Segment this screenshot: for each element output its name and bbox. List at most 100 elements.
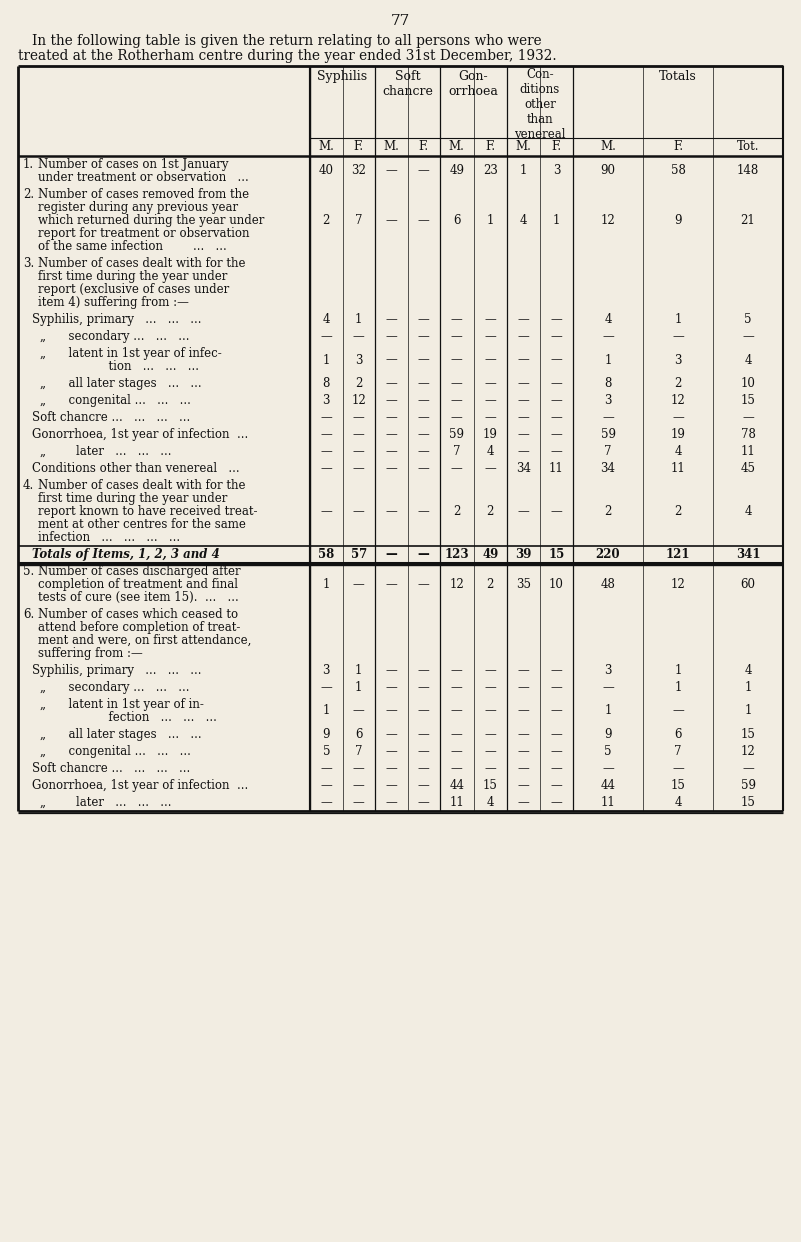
Text: 21: 21: [741, 214, 755, 227]
Text: 2.: 2.: [23, 188, 34, 201]
Text: —: —: [385, 578, 397, 591]
Text: —: —: [320, 462, 332, 474]
Text: —: —: [320, 330, 332, 343]
Text: —: —: [418, 462, 429, 474]
Text: 9: 9: [323, 728, 330, 741]
Text: 15: 15: [741, 394, 755, 407]
Text: —: —: [485, 354, 496, 366]
Text: 1: 1: [674, 664, 682, 677]
Text: Number of cases dealt with for the: Number of cases dealt with for the: [38, 257, 245, 270]
Text: —: —: [517, 428, 529, 441]
Text: —: —: [418, 704, 429, 718]
Text: M.: M.: [318, 140, 334, 153]
Text: —: —: [418, 428, 429, 441]
Text: 7: 7: [604, 445, 612, 458]
Text: —: —: [485, 681, 496, 694]
Text: Syphilis, primary   ...   ...   ...: Syphilis, primary ... ... ...: [32, 664, 202, 677]
Text: —: —: [451, 763, 463, 775]
Text: —: —: [418, 313, 429, 325]
Text: 12: 12: [449, 578, 464, 591]
Text: —: —: [385, 548, 397, 561]
Text: 12: 12: [352, 394, 366, 407]
Text: 44: 44: [449, 779, 465, 792]
Text: 58: 58: [670, 164, 686, 178]
Text: 4: 4: [520, 214, 527, 227]
Text: —: —: [550, 763, 562, 775]
Text: —: —: [418, 394, 429, 407]
Text: —: —: [517, 681, 529, 694]
Text: —: —: [517, 505, 529, 518]
Text: report known to have received treat-: report known to have received treat-: [38, 505, 257, 518]
Text: Syphilis: Syphilis: [317, 70, 368, 83]
Text: —: —: [517, 779, 529, 792]
Text: „      latent in 1st year of in-: „ latent in 1st year of in-: [40, 698, 204, 710]
Text: attend before completion of treat-: attend before completion of treat-: [38, 621, 240, 633]
Text: completion of treatment and final: completion of treatment and final: [38, 578, 238, 591]
Text: —: —: [517, 664, 529, 677]
Text: M.: M.: [516, 140, 531, 153]
Text: 1: 1: [486, 214, 494, 227]
Text: fection   ...   ...   ...: fection ... ... ...: [56, 710, 217, 724]
Text: —: —: [550, 745, 562, 758]
Text: —: —: [550, 704, 562, 718]
Text: 15: 15: [670, 779, 686, 792]
Text: —: —: [550, 681, 562, 694]
Text: —: —: [451, 313, 463, 325]
Text: 3: 3: [674, 354, 682, 366]
Text: 32: 32: [352, 164, 366, 178]
Text: —: —: [550, 354, 562, 366]
Text: —: —: [418, 411, 429, 424]
Text: —: —: [385, 428, 397, 441]
Text: —: —: [451, 664, 463, 677]
Text: —: —: [602, 330, 614, 343]
Text: 57: 57: [351, 548, 367, 561]
Text: —: —: [320, 505, 332, 518]
Text: —: —: [385, 704, 397, 718]
Text: —: —: [418, 378, 429, 390]
Text: —: —: [353, 330, 364, 343]
Text: —: —: [353, 578, 364, 591]
Text: —: —: [550, 445, 562, 458]
Text: 19: 19: [483, 428, 497, 441]
Text: —: —: [485, 704, 496, 718]
Text: —: —: [550, 394, 562, 407]
Text: Totals of Items, 1, 2, 3 and 4: Totals of Items, 1, 2, 3 and 4: [32, 548, 219, 561]
Text: 15: 15: [741, 728, 755, 741]
Text: —: —: [485, 411, 496, 424]
Text: M.: M.: [600, 140, 616, 153]
Text: —: —: [550, 505, 562, 518]
Text: —: —: [517, 704, 529, 718]
Text: —: —: [451, 728, 463, 741]
Text: 35: 35: [516, 578, 531, 591]
Text: —: —: [451, 394, 463, 407]
Text: 4: 4: [744, 354, 752, 366]
Text: —: —: [385, 664, 397, 677]
Text: —: —: [517, 313, 529, 325]
Text: —: —: [418, 505, 429, 518]
Text: „      secondary ...   ...   ...: „ secondary ... ... ...: [40, 681, 190, 694]
Text: treated at the Rotherham centre during the year ended 31st December, 1932.: treated at the Rotherham centre during t…: [18, 48, 557, 63]
Text: suffering from :—: suffering from :—: [38, 647, 143, 660]
Text: —: —: [672, 763, 684, 775]
Text: —: —: [385, 378, 397, 390]
Text: —: —: [418, 796, 429, 809]
Text: 3: 3: [323, 664, 330, 677]
Text: 10: 10: [741, 378, 755, 390]
Text: 8: 8: [323, 378, 330, 390]
Text: of the same infection        ...   ...: of the same infection ... ...: [38, 240, 227, 253]
Text: report (exclusive of cases under: report (exclusive of cases under: [38, 283, 229, 296]
Text: —: —: [485, 728, 496, 741]
Text: 1: 1: [323, 578, 330, 591]
Text: —: —: [672, 411, 684, 424]
Text: 3: 3: [604, 664, 612, 677]
Text: Tot.: Tot.: [737, 140, 759, 153]
Text: 1: 1: [323, 354, 330, 366]
Text: —: —: [517, 728, 529, 741]
Text: Soft chancre ...   ...   ...   ...: Soft chancre ... ... ... ...: [32, 763, 191, 775]
Text: 10: 10: [549, 578, 564, 591]
Text: 4: 4: [674, 445, 682, 458]
Text: —: —: [517, 796, 529, 809]
Text: Syphilis, primary   ...   ...   ...: Syphilis, primary ... ... ...: [32, 313, 202, 325]
Text: —: —: [320, 411, 332, 424]
Text: —: —: [742, 330, 754, 343]
